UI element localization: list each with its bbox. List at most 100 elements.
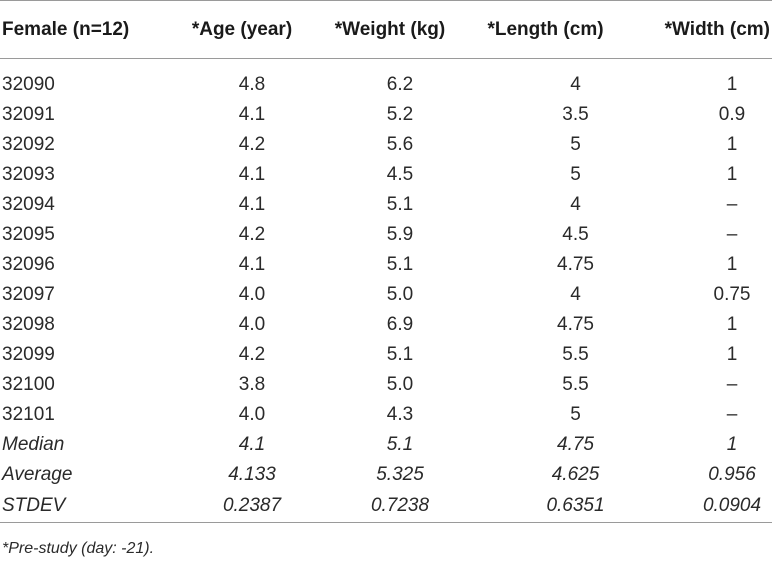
cell-weight: 4.5 <box>386 164 414 185</box>
cell-age: 4.0 <box>238 404 266 425</box>
cell-weight: 5.1 <box>386 434 414 455</box>
cell-length: 5.5 <box>562 344 589 365</box>
cell-length: 4.5 <box>562 224 589 245</box>
cell-id: 32098 <box>2 314 55 335</box>
cell-length: 5 <box>570 134 581 155</box>
cell-width: 0.956 <box>708 464 756 485</box>
cell-width: – <box>726 374 738 395</box>
cell-length: 5 <box>570 164 581 185</box>
table-row: 32098 4.0 6.9 4.75 1 <box>0 310 772 340</box>
cell-age: 4.0 <box>238 284 266 305</box>
cell-id: 32095 <box>2 224 55 245</box>
table-row: 32093 4.1 4.5 5 1 <box>0 160 772 190</box>
cell-length: 4 <box>570 284 581 305</box>
cell-weight: 5.0 <box>386 284 414 305</box>
cell-age: 4.133 <box>228 464 276 485</box>
header-row: Female (n=12) *Age (year) *Weight (kg) *… <box>0 0 772 59</box>
cell-id: 32090 <box>2 74 55 95</box>
cell-id: STDEV <box>0 490 168 523</box>
cell-id: 32097 <box>2 284 55 305</box>
cell-width: 1 <box>726 134 738 155</box>
cell-length: 5 <box>570 404 581 425</box>
cell-length: 4.625 <box>551 464 600 485</box>
cell-age: 4.2 <box>238 134 266 155</box>
stat-row: STDEV 0.2387 0.7238 0.6351 0.0904 <box>0 490 772 523</box>
header-width: *Width (cm) <box>627 0 772 59</box>
cell-length: 5.5 <box>562 374 589 395</box>
cell-width: – <box>726 194 738 215</box>
footnote: *Pre-study (day: -21). <box>2 540 155 557</box>
cell-length: 3.5 <box>562 104 589 125</box>
stat-row: Average 4.133 5.325 4.625 0.956 <box>0 460 772 490</box>
cell-width: 0.0904 <box>627 490 772 523</box>
cell-length: 4.75 <box>557 254 594 275</box>
cell-id: 32092 <box>2 134 55 155</box>
cell-weight: 5.9 <box>386 224 414 245</box>
cell-width: 0.75 <box>713 284 751 305</box>
table-row: 32095 4.2 5.9 4.5 – <box>0 220 772 250</box>
cell-age: 4.1 <box>238 254 266 275</box>
cell-length: 4.75 <box>557 314 594 335</box>
table-row: 32099 4.2 5.1 5.5 1 <box>0 340 772 370</box>
cell-id: 32091 <box>2 104 55 125</box>
table-body: 32090 4.8 6.2 4 1 32091 4.1 5.2 3.5 0.9 32092 4.2 5.… <box>0 59 772 523</box>
table-row: 32090 4.8 6.2 4 1 <box>0 70 772 100</box>
cell-age: 0.2387 <box>168 490 316 523</box>
cell-weight: 5.1 <box>386 344 414 365</box>
cell-id: 32094 <box>2 194 55 215</box>
stat-row: Median 4.1 5.1 4.75 1 <box>0 430 772 460</box>
table-row: 32091 4.1 5.2 3.5 0.9 <box>0 100 772 130</box>
table-row: 32101 4.0 4.3 5 – <box>0 400 772 430</box>
cell-id: 32096 <box>2 254 55 275</box>
cell-age: 4.1 <box>238 164 266 185</box>
cell-id: 32100 <box>2 374 55 395</box>
cell-id: Average <box>2 464 73 485</box>
cell-width: 1 <box>726 74 738 95</box>
cell-weight: 5.325 <box>376 464 424 485</box>
header-length: *Length (cm) <box>464 0 627 59</box>
cell-age: 4.2 <box>238 344 266 365</box>
cell-weight: 6.9 <box>386 314 414 335</box>
cell-weight: 4.3 <box>386 404 414 425</box>
cell-width: 1 <box>726 314 738 335</box>
cell-weight: 5.2 <box>386 104 414 125</box>
cell-length: 0.6351 <box>464 490 627 523</box>
cell-weight: 5.1 <box>386 194 414 215</box>
cell-age: 4.1 <box>238 104 266 125</box>
cell-width: – <box>726 224 738 245</box>
cell-id: 32093 <box>2 164 55 185</box>
cell-width: 1 <box>726 434 738 455</box>
data-table: Female (n=12) *Age (year) *Weight (kg) *… <box>0 0 772 523</box>
cell-id: 32099 <box>2 344 55 365</box>
cell-age: 3.8 <box>238 374 266 395</box>
cell-width: 0.9 <box>718 104 746 125</box>
table-row: 32094 4.1 5.1 4 – <box>0 190 772 220</box>
cell-weight: 5.0 <box>386 374 414 395</box>
table-row: 32096 4.1 5.1 4.75 1 <box>0 250 772 280</box>
cell-weight: 5.6 <box>386 134 414 155</box>
cell-age: 4.1 <box>238 194 266 215</box>
cell-weight: 0.7238 <box>316 490 464 523</box>
cell-age: 4.1 <box>238 434 266 455</box>
cell-width: 1 <box>726 254 738 275</box>
table-row: 32097 4.0 5.0 4 0.75 <box>0 280 772 310</box>
spacer-row <box>0 59 772 71</box>
header-age: *Age (year) <box>168 0 316 59</box>
cell-weight: 5.1 <box>386 254 414 275</box>
cell-age: 4.8 <box>238 74 266 95</box>
cell-weight: 6.2 <box>386 74 414 95</box>
cell-width: 1 <box>726 164 738 185</box>
cell-id: Median <box>2 434 65 455</box>
cell-id: 32101 <box>2 404 55 425</box>
header-female: Female (n=12) <box>0 0 168 59</box>
cell-age: 4.2 <box>238 224 266 245</box>
cell-length: 4 <box>570 194 581 215</box>
cell-length: 4 <box>570 74 581 95</box>
cell-age: 4.0 <box>238 314 266 335</box>
table-row: 32092 4.2 5.6 5 1 <box>0 130 772 160</box>
cell-width: – <box>726 404 738 425</box>
header-weight: *Weight (kg) <box>316 0 464 59</box>
table-row: 32100 3.8 5.0 5.5 – <box>0 370 772 400</box>
cell-length: 4.75 <box>557 434 594 455</box>
